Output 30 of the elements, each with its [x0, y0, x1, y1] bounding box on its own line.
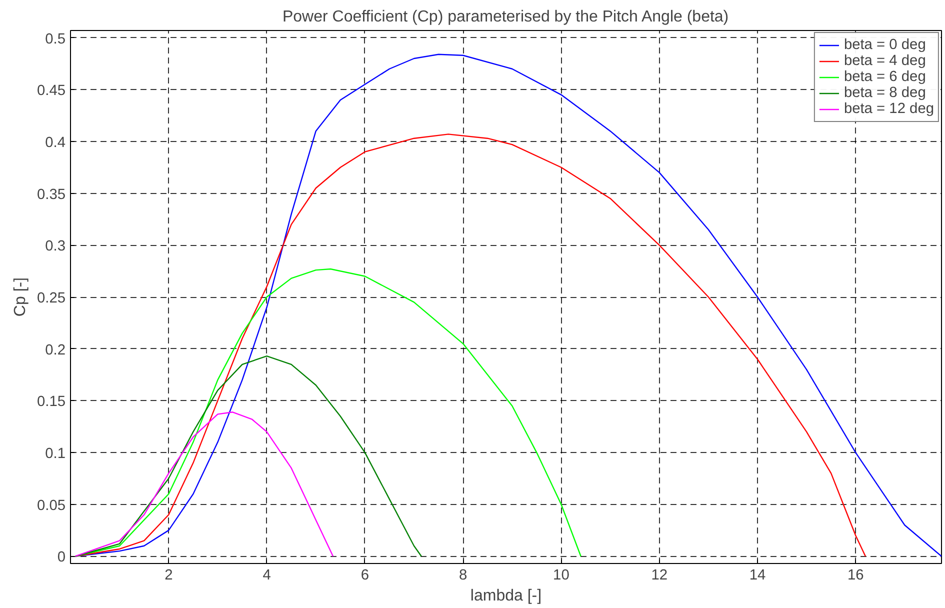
line-series — [74, 268, 582, 557]
line-series — [74, 356, 422, 557]
legend-label: beta = 0 deg — [844, 37, 926, 53]
y-tick-label: 0 — [57, 550, 66, 566]
x-tick-label: 2 — [164, 568, 173, 584]
y-tick-label: 0.25 — [36, 290, 66, 306]
legend-label: beta = 12 deg — [844, 101, 934, 117]
y-tick-label: 0.4 — [45, 134, 66, 151]
y-tick-label: 0.05 — [36, 498, 66, 514]
x-tick-label: 4 — [262, 568, 271, 584]
x-tick-label: 6 — [360, 568, 370, 584]
x-tick-label: 16 — [847, 568, 864, 584]
y-tick-label: 0.35 — [36, 186, 66, 203]
y-tick-label: 0.15 — [36, 394, 66, 410]
chart-title: Power Coefficient (Cp) parameterised by the Pitch Angle (beta) — [282, 8, 729, 26]
x-tick-label: 12 — [651, 568, 668, 584]
y-tick-label: 0.45 — [36, 83, 66, 100]
legend-label: beta = 6 deg — [844, 69, 926, 85]
x-tick-label: 14 — [749, 568, 766, 584]
legend-label: beta = 4 deg — [844, 53, 926, 69]
y-tick-label: 0.1 — [45, 446, 66, 462]
x-axis-title: lambda [-] — [470, 588, 542, 604]
y-axis-title: Cp [-] — [12, 277, 29, 317]
legend-label: beta = 8 deg — [844, 85, 926, 101]
y-tick-label: 0.5 — [45, 31, 66, 48]
y-tick-label: 0.2 — [45, 342, 66, 358]
line-series — [74, 412, 334, 557]
y-tick-label: 0.3 — [45, 238, 66, 255]
x-tick-label: 10 — [553, 568, 570, 584]
x-tick-label: 8 — [458, 568, 468, 584]
